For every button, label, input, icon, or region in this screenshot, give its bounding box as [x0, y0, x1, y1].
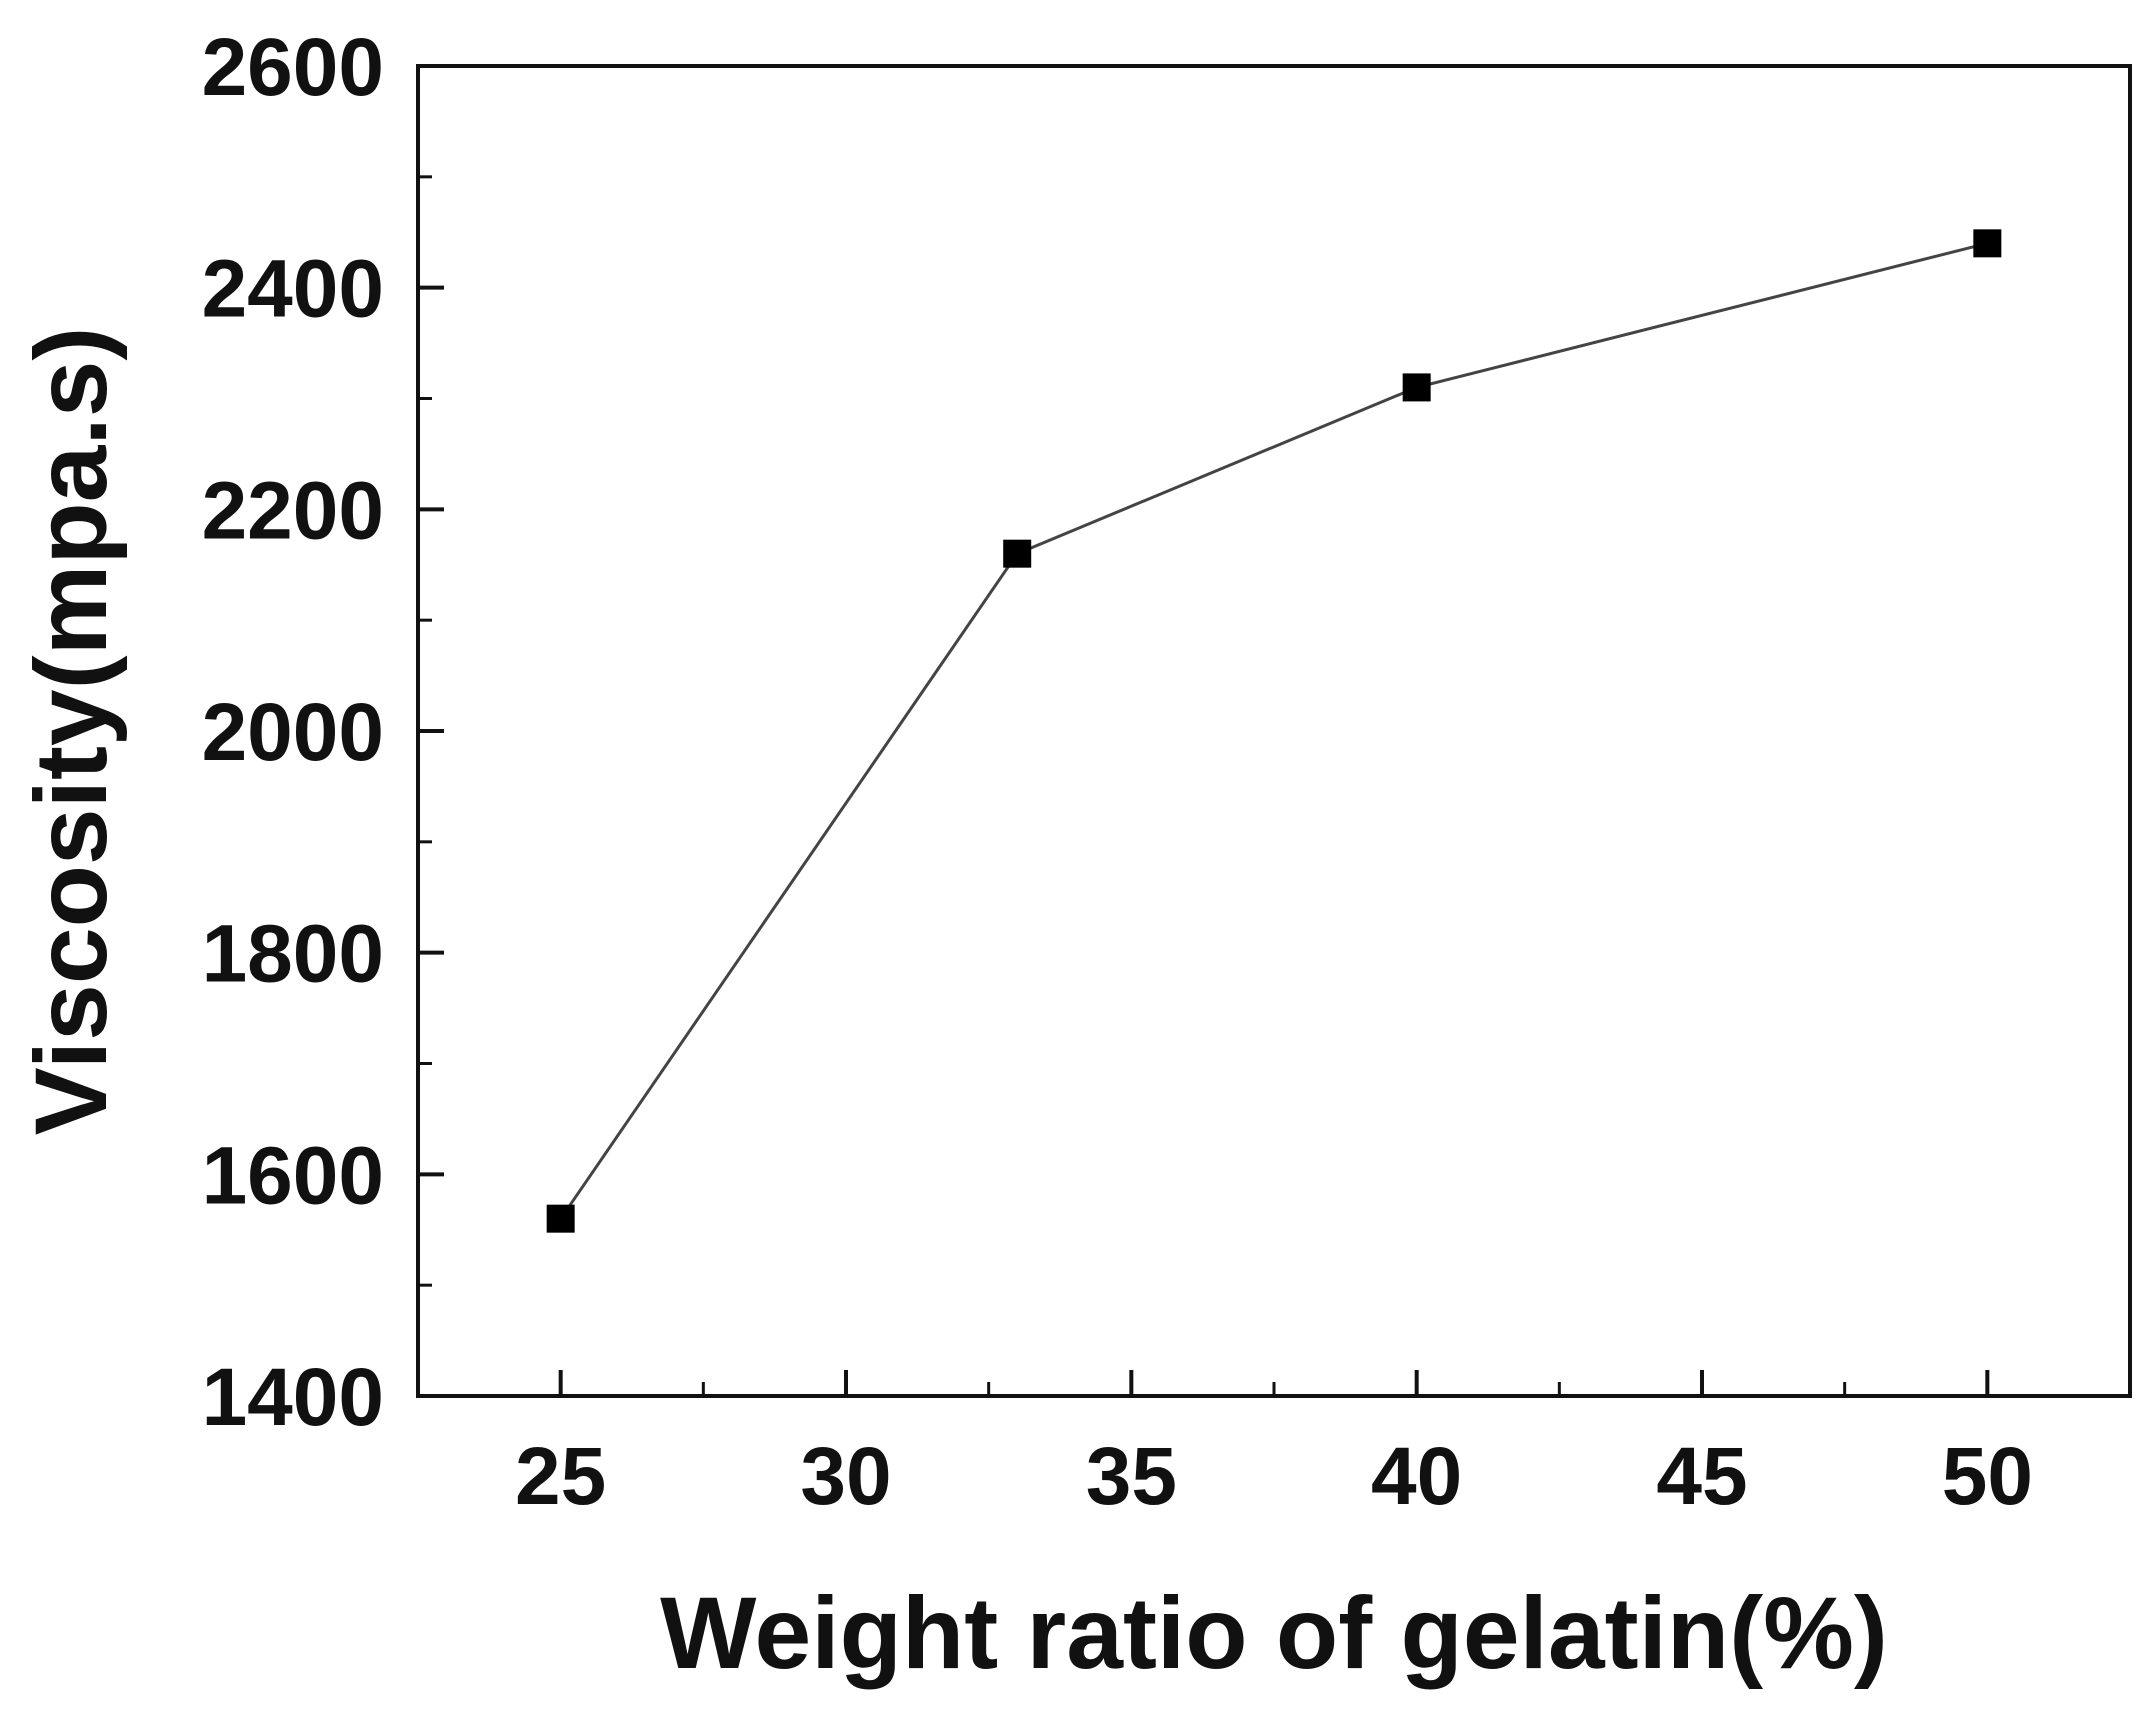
series-layer — [546, 229, 2002, 1233]
series-line — [559, 241, 1988, 1220]
x-tick-label: 35 — [1086, 1431, 1177, 1522]
x-axis-ticks: 25 30 35 40 45 50 — [515, 1370, 2033, 1522]
data-point-marker — [1003, 539, 1032, 568]
x-tick-label: 50 — [1942, 1431, 2033, 1522]
data-point-marker — [1402, 373, 1431, 402]
y-axis-ticks: 1400 1600 1800 2000 2200 2400 2600 — [202, 22, 444, 1443]
y-tick-label: 2200 — [202, 465, 384, 556]
y-tick-label: 1400 — [202, 1352, 384, 1443]
y-tick-label: 1800 — [202, 909, 384, 1000]
data-point-marker — [1973, 229, 2002, 258]
x-tick-label: 30 — [800, 1431, 891, 1522]
x-tick-label: 45 — [1656, 1431, 1747, 1522]
x-tick-label: 25 — [515, 1431, 606, 1522]
y-tick-label: 1600 — [202, 1130, 384, 1221]
plot-frame — [416, 64, 2132, 1398]
y-axis-title: Viscosity(mpa.s) — [14, 327, 128, 1136]
x-axis-title: Weight ratio of gelatin(%) — [660, 1576, 1888, 1690]
y-tick-label: 2600 — [202, 22, 384, 113]
y-tick-label: 2400 — [202, 244, 384, 335]
data-point-marker — [546, 1204, 575, 1233]
y-tick-label: 2000 — [202, 687, 384, 778]
x-tick-label: 40 — [1371, 1431, 1462, 1522]
